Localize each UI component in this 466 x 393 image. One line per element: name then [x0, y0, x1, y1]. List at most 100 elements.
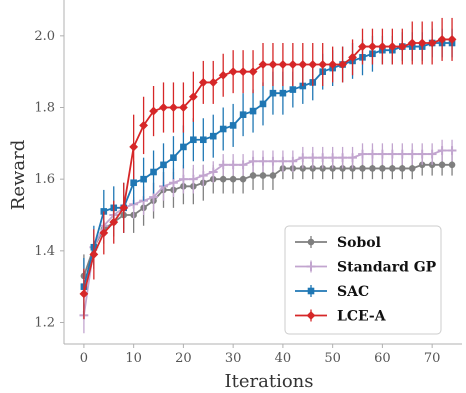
lce-a-point	[298, 60, 308, 69]
sac-point	[269, 89, 277, 97]
lce-a-point	[248, 67, 258, 77]
lce-a-point	[348, 52, 357, 62]
standard-gp-point	[397, 149, 407, 159]
standard-gp-point	[169, 178, 178, 188]
lce-a-point	[378, 42, 387, 51]
standard-gp-point	[407, 149, 417, 159]
y-tick-label: 1.4	[34, 244, 55, 259]
lce-a-point	[278, 60, 288, 69]
legend-swatch-marker	[306, 311, 316, 320]
standard-gp-point	[328, 153, 338, 163]
standard-gp-point	[248, 156, 258, 166]
standard-gp-point	[358, 149, 367, 159]
standard-gp-point	[179, 174, 188, 184]
standard-gp-point	[318, 153, 328, 163]
legend-label: Standard GP	[337, 260, 437, 276]
x-tick-label: 20	[175, 351, 192, 366]
lce-a-point	[437, 35, 447, 44]
standard-gp-point	[238, 160, 248, 170]
sobol-point	[448, 161, 456, 169]
lce-a-point	[407, 38, 417, 48]
x-tick-label: 30	[225, 351, 242, 366]
lce-a-point	[238, 67, 248, 77]
lce-a-point	[258, 60, 268, 69]
lce-a-point	[358, 42, 367, 51]
lce-a-point	[79, 289, 89, 299]
lce-a-point	[328, 60, 338, 69]
lce-a-point	[198, 78, 208, 87]
sac-point	[209, 132, 217, 140]
lce-a-point	[387, 42, 397, 51]
legend-label: LCE-A	[337, 309, 387, 325]
sac-point	[229, 122, 237, 129]
standard-gp-point	[288, 156, 298, 166]
sac-point	[289, 86, 297, 93]
lce-a-point	[427, 38, 437, 48]
lce-a-point	[109, 217, 119, 227]
sobol-point	[359, 165, 366, 172]
sac-point	[130, 179, 137, 187]
standard-gp-point	[378, 149, 387, 159]
sac-point	[249, 107, 257, 115]
series-lce-a	[79, 17, 457, 319]
y-tick-label: 1.6	[34, 172, 55, 187]
lce-a-point	[228, 67, 238, 77]
lce-a-point	[149, 106, 158, 116]
legend-swatch-marker	[307, 287, 315, 295]
legend-item-standard-gp: Standard GP	[295, 260, 437, 276]
sac-point	[200, 136, 207, 144]
sac-point	[219, 125, 227, 133]
sac-point	[259, 100, 267, 108]
lce-a-point	[169, 103, 178, 112]
lce-a-point	[139, 121, 148, 130]
series-layer	[79, 17, 457, 334]
sobol-point	[219, 175, 227, 183]
legend-swatch-marker	[306, 262, 316, 271]
standard-gp-point	[387, 149, 397, 159]
standard-gp-point	[149, 192, 158, 202]
standard-gp-point	[208, 167, 218, 177]
lce-a-point	[188, 92, 198, 102]
lce-a-point	[268, 60, 278, 69]
standard-gp-point	[368, 149, 377, 159]
x-tick-label: 60	[374, 351, 391, 366]
sac-point	[239, 111, 247, 118]
legend-box	[284, 225, 442, 335]
x-tick-label: 70	[424, 351, 441, 366]
lce-a-point	[318, 60, 328, 69]
lce-a-point	[308, 60, 318, 69]
lce-a-point	[119, 203, 129, 213]
standard-gp-point	[218, 160, 228, 170]
sac-point	[150, 168, 157, 176]
x-tick-label: 50	[324, 351, 341, 366]
legend-label: Sobol	[337, 235, 381, 251]
lce-a-point	[218, 70, 228, 80]
standard-gp-point	[298, 153, 308, 163]
lce-a-point	[447, 35, 457, 44]
lce-a-point	[338, 60, 347, 69]
sac-point	[140, 175, 147, 183]
sobol-point	[249, 172, 257, 179]
lce-a-point	[417, 38, 427, 48]
lce-a-point	[99, 228, 109, 238]
y-tick-label: 2.0	[34, 29, 55, 44]
sobol-point	[369, 165, 376, 172]
lce-a-point	[89, 250, 99, 259]
lce-a-point	[159, 103, 168, 112]
axes: 0 10 20 30 40 50 60 70 1.2 1.4 1.6 1.8 2.0	[34, 0, 462, 366]
standard-gp-point	[228, 160, 238, 170]
legend-item-sac: SAC	[295, 284, 369, 300]
standard-gp-point	[437, 146, 447, 155]
sobol-point	[438, 161, 446, 169]
sobol-point	[399, 165, 406, 172]
sobol-point	[408, 165, 416, 172]
sac-point	[279, 89, 287, 97]
standard-gp-point	[338, 153, 347, 163]
y-tick-label: 1.2	[34, 316, 55, 331]
sobol-point	[269, 172, 277, 179]
standard-gp-point	[447, 146, 457, 155]
standard-gp-point	[308, 153, 318, 163]
lce-a-point	[129, 142, 139, 152]
sac-point	[170, 154, 177, 161]
legend: Sobol Standard GP SAC LCE-A	[284, 225, 442, 335]
